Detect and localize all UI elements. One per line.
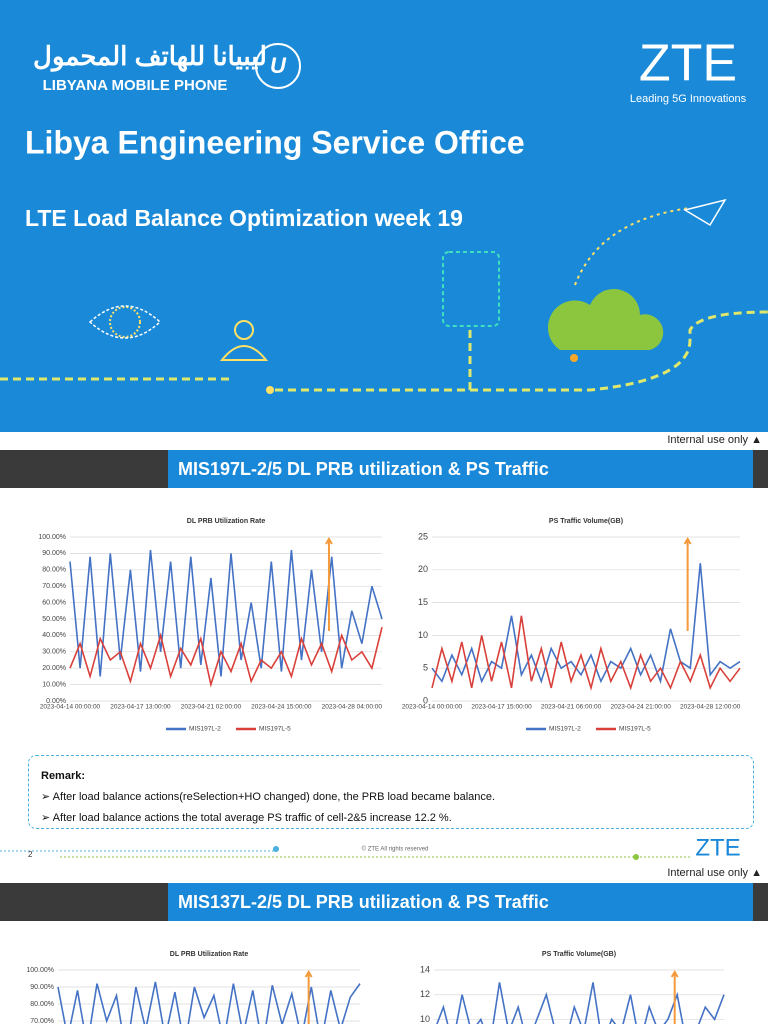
chart-title: PS Traffic Volume(GB) bbox=[542, 951, 616, 958]
legend-label: MIS197L-2 bbox=[189, 726, 221, 733]
cover-art: U ليبيانا للهاتف المحمول LIBYANA MOBILE … bbox=[0, 35, 768, 394]
cover-subtitle: LTE Load Balance Optimization week 19 bbox=[25, 205, 463, 231]
y-tick-label: 0 bbox=[423, 695, 428, 705]
x-tick-label: 2023-04-28 12:00:00 bbox=[680, 704, 741, 711]
chart-title: DL PRB Utilization Rate bbox=[170, 951, 249, 958]
y-tick-label: 80.00% bbox=[30, 1001, 54, 1008]
copyright: © ZTE All rights reserved bbox=[362, 846, 429, 853]
y-tick-label: 5 bbox=[423, 663, 428, 673]
slide-title: MIS137L-2/5 DL PRB utilization & PS Traf… bbox=[168, 883, 753, 921]
page-number: 2 bbox=[28, 850, 33, 859]
remark-item: ➢ After load balance actions(reSelection… bbox=[41, 791, 496, 803]
slide-title: MIS197L-2/5 DL PRB utilization & PS Traf… bbox=[168, 450, 753, 488]
legend-label: MIS197L-5 bbox=[259, 726, 291, 733]
chart: PS Traffic Volume(GB) 0 5 10 15 20 25 2023-04-1… bbox=[402, 518, 741, 733]
slide-footer: 2 © ZTE All rights reserved ZTE bbox=[0, 835, 741, 861]
chart: DL PRB Utilization Rate 70.00% 80.00% 90.00… bbox=[26, 951, 361, 1024]
logo-english: LIBYANA MOBILE PHONE bbox=[43, 77, 228, 94]
slide-header: MIS197L-2/5 DL PRB utilization & PS Traf… bbox=[0, 450, 768, 488]
y-tick-label: 50.00% bbox=[42, 616, 66, 623]
chart-title: PS Traffic Volume(GB) bbox=[549, 518, 623, 525]
cover: U ليبيانا للهاتف المحمول LIBYANA MOBILE … bbox=[0, 0, 768, 432]
y-tick-label: 40.00% bbox=[42, 632, 66, 639]
x-tick-label: 2023-04-14 00:00:00 bbox=[402, 704, 463, 711]
x-tick-label: 2023-04-28 04:00:00 bbox=[322, 704, 383, 711]
y-tick-label: 10 bbox=[420, 1014, 430, 1024]
y-tick-label: 60.00% bbox=[42, 599, 66, 606]
chart: PS Traffic Volume(GB) 10 12 14 bbox=[420, 951, 725, 1024]
footer-brand: ZTE bbox=[695, 835, 740, 861]
annotation-arrow bbox=[683, 537, 692, 631]
remark-box: Remark: ➢ After load balance actions(reS… bbox=[28, 755, 754, 829]
y-tick-label: 100.00% bbox=[38, 534, 66, 541]
series-line bbox=[431, 615, 741, 691]
y-tick-label: 90.00% bbox=[42, 550, 66, 557]
remark-item: ➢ After load balance actions the total a… bbox=[41, 812, 452, 824]
y-tick-label: 10.00% bbox=[42, 681, 66, 688]
y-tick-label: 12 bbox=[420, 989, 430, 999]
y-tick-label: 0.00% bbox=[46, 698, 66, 705]
remark-text: After load balance actions the total ave… bbox=[52, 812, 452, 824]
svg-text:U: U bbox=[270, 53, 287, 78]
x-tick-label: 2023-04-17 15:00:00 bbox=[471, 704, 532, 711]
legend-label: MIS197L-2 bbox=[549, 726, 581, 733]
cover-title: Libya Engineering Service Office bbox=[25, 124, 525, 160]
y-tick-label: 25 bbox=[418, 531, 428, 541]
classification: Internal use only ▲ bbox=[667, 867, 762, 879]
annotation-arrow bbox=[304, 970, 313, 1024]
y-tick-label: 70.00% bbox=[42, 583, 66, 590]
annotation-arrow bbox=[670, 970, 679, 1024]
annotation-arrow bbox=[325, 537, 333, 631]
remark-heading: Remark: bbox=[41, 770, 86, 782]
slide-header: MIS137L-2/5 DL PRB utilization & PS Traf… bbox=[0, 883, 768, 921]
series-line bbox=[436, 982, 725, 1024]
x-tick-label: 2023-04-17 13:00:00 bbox=[110, 704, 171, 711]
brand-logo: ZTE bbox=[639, 35, 737, 93]
series-line bbox=[57, 981, 361, 1024]
y-tick-label: 10 bbox=[418, 630, 428, 640]
y-tick-label: 30.00% bbox=[42, 649, 66, 656]
x-tick-label: 2023-04-21 02:00:00 bbox=[181, 704, 242, 711]
logo-arabic: ليبيانا للهاتف المحمول bbox=[33, 41, 267, 72]
y-tick-label: 70.00% bbox=[30, 1018, 54, 1024]
legend-label: MIS197L-5 bbox=[619, 726, 651, 733]
y-tick-label: 20.00% bbox=[42, 665, 66, 672]
remark-text: After load balance actions(reSelection+H… bbox=[52, 791, 496, 803]
series-line bbox=[69, 550, 383, 677]
y-tick-label: 80.00% bbox=[42, 567, 66, 574]
y-tick-label: 100.00% bbox=[26, 967, 54, 974]
chart: DL PRB Utilization Rate 0.00% 10.00% 20.00%… bbox=[38, 518, 383, 733]
series-line bbox=[69, 627, 383, 688]
x-tick-label: 2023-04-14 00:00:00 bbox=[40, 704, 101, 711]
classification: Internal use only ▲ bbox=[667, 434, 762, 446]
y-tick-label: 15 bbox=[418, 597, 428, 607]
y-tick-label: 90.00% bbox=[30, 984, 54, 991]
tagline: Leading 5G Innovations bbox=[630, 93, 747, 105]
x-tick-label: 2023-04-21 06:00:00 bbox=[541, 704, 602, 711]
y-tick-label: 14 bbox=[420, 964, 430, 974]
series-line bbox=[431, 563, 741, 685]
y-tick-label: 20 bbox=[418, 564, 428, 574]
x-tick-label: 2023-04-24 21:00:00 bbox=[610, 704, 671, 711]
x-tick-label: 2023-04-24 15:00:00 bbox=[251, 704, 312, 711]
chart-title: DL PRB Utilization Rate bbox=[187, 518, 266, 525]
